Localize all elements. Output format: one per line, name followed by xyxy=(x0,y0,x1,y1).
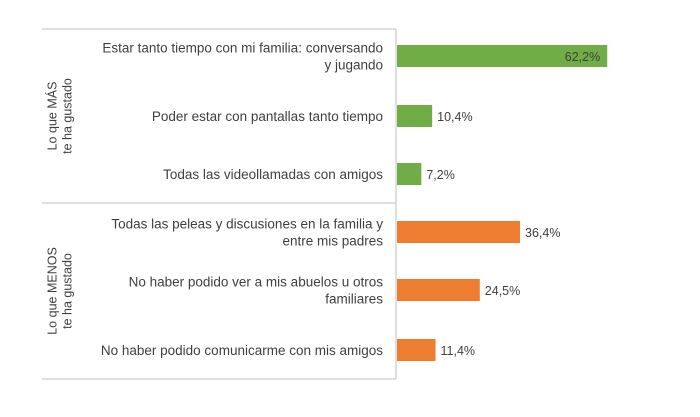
group-label-1: Lo que MENOSte ha gustado xyxy=(46,247,75,335)
bar xyxy=(397,163,422,185)
value-label: 24,5% xyxy=(485,284,520,298)
category-label-line: familiares xyxy=(325,292,383,307)
category-label: Poder estar con pantallas tanto tiempo xyxy=(152,109,383,124)
group-label-0: Lo que MÁSte ha gustado xyxy=(45,78,75,154)
value-label: 10,4% xyxy=(437,110,472,124)
group-label-line: Lo que MÁS xyxy=(45,82,60,151)
bar xyxy=(397,339,436,361)
category-label: No haber podido ver a mis abuelos u otro… xyxy=(129,275,384,307)
category-label-line: Poder estar con pantallas tanto tiempo xyxy=(152,109,383,124)
group-label-line: te ha gustado xyxy=(61,253,75,329)
bar xyxy=(397,279,480,301)
category-label-line: Estar tanto tiempo con mi familia: conve… xyxy=(102,41,383,56)
value-label: 7,2% xyxy=(426,168,455,182)
category-label-line: Todas las videollamadas con amigos xyxy=(163,167,383,182)
category-label: Estar tanto tiempo con mi familia: conve… xyxy=(102,41,383,73)
category-label-line: y jugando xyxy=(324,58,383,73)
group-label-line: Lo que MENOS xyxy=(46,247,60,335)
category-label: Todas las videollamadas con amigos xyxy=(163,167,383,182)
bar xyxy=(397,45,608,67)
category-label-line: Todas las peleas y discusiones en la fam… xyxy=(111,217,383,232)
category-label: No haber podido comunicarme con mis amig… xyxy=(101,343,383,358)
bar xyxy=(397,221,521,243)
category-label-line: No haber podido ver a mis abuelos u otro… xyxy=(129,275,384,290)
value-label: 36,4% xyxy=(525,226,560,240)
value-label: 62,2% xyxy=(565,50,600,64)
category-label: Todas las peleas y discusiones en la fam… xyxy=(111,217,383,249)
category-label-line: entre mis padres xyxy=(282,234,383,249)
value-label: 11,4% xyxy=(441,344,476,358)
bar xyxy=(397,105,433,127)
category-label-line: No haber podido comunicarme con mis amig… xyxy=(101,343,383,358)
group-label-line: te ha gustado xyxy=(61,78,75,154)
